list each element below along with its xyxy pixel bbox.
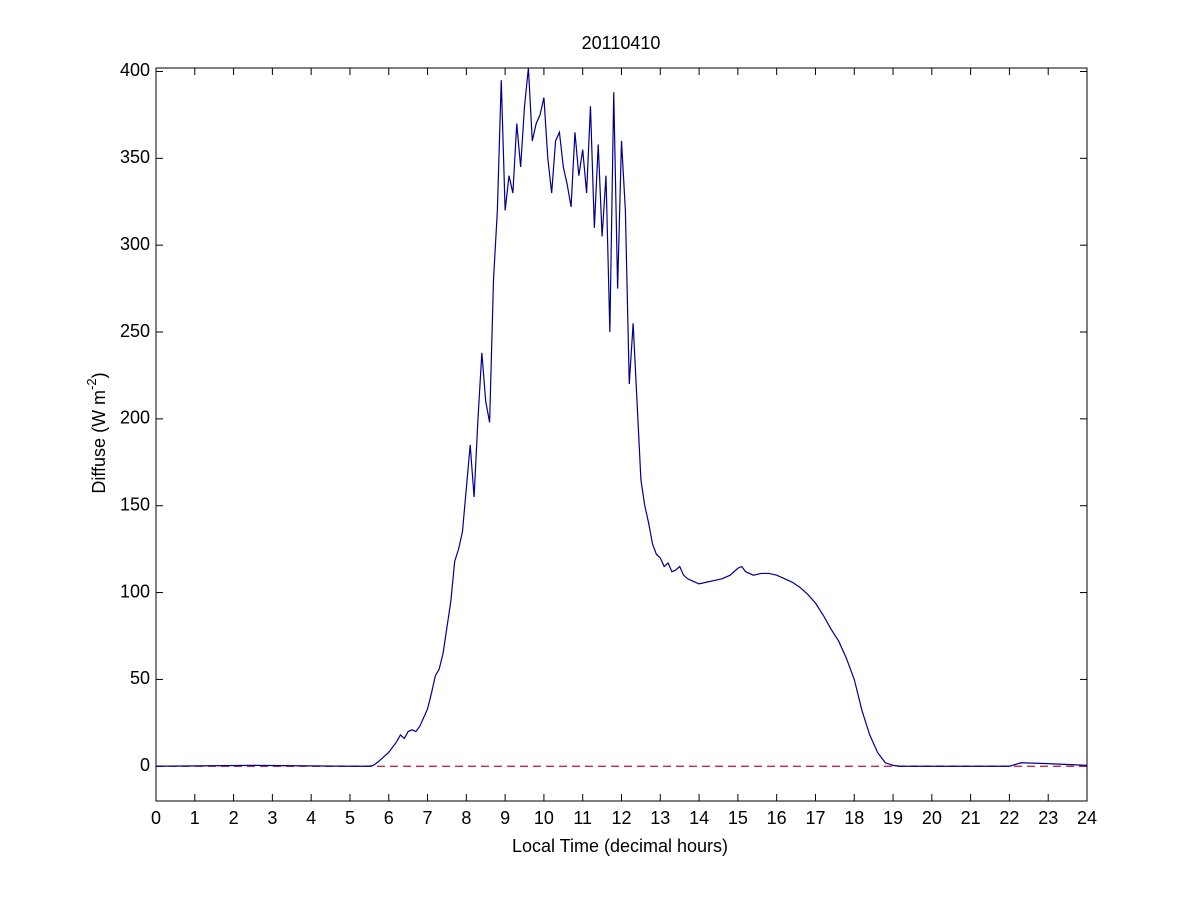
y-label-suffix: ) bbox=[89, 372, 109, 378]
x-tick-label: 5 bbox=[345, 808, 355, 828]
x-tick-label: 24 bbox=[1077, 808, 1097, 828]
y-tick-label: 0 bbox=[140, 755, 150, 775]
x-tick-label: 20 bbox=[922, 808, 942, 828]
x-tick-label: 7 bbox=[423, 808, 433, 828]
y-tick-label: 350 bbox=[120, 147, 150, 167]
x-tick-label: 1 bbox=[190, 808, 200, 828]
x-tick-label: 0 bbox=[151, 808, 161, 828]
x-tick-label: 4 bbox=[306, 808, 316, 828]
y-label-main: Diffuse (W m bbox=[89, 390, 109, 494]
plot-frame bbox=[155, 67, 1088, 802]
y-axis-label: Diffuse (W m-2) bbox=[84, 372, 108, 493]
y-tick-label: 200 bbox=[120, 408, 150, 428]
x-tick-label: 2 bbox=[229, 808, 239, 828]
x-tick-label: 9 bbox=[500, 808, 510, 828]
x-tick-label: 6 bbox=[384, 808, 394, 828]
x-tick-label: 19 bbox=[883, 808, 903, 828]
y-label-superscript: -2 bbox=[84, 378, 99, 390]
x-tick-label: 10 bbox=[534, 808, 554, 828]
y-tick-label: 50 bbox=[130, 668, 150, 688]
y-tick-label: 250 bbox=[120, 321, 150, 341]
data-line bbox=[155, 67, 1088, 767]
x-tick-label: 8 bbox=[461, 808, 471, 828]
x-tick-label: 13 bbox=[650, 808, 670, 828]
x-tick-label: 22 bbox=[999, 808, 1019, 828]
y-tick-label: 150 bbox=[120, 494, 150, 514]
x-tick-label: 15 bbox=[728, 808, 748, 828]
x-tick-label: 21 bbox=[961, 808, 981, 828]
x-axis-label: Local Time (decimal hours) bbox=[512, 836, 728, 856]
y-tick-label: 400 bbox=[120, 60, 150, 80]
y-tick-label: 100 bbox=[120, 581, 150, 601]
x-tick-label: 17 bbox=[805, 808, 825, 828]
chart-title: 20110410 bbox=[582, 33, 661, 53]
x-tick-label: 12 bbox=[611, 808, 631, 828]
x-tick-label: 3 bbox=[267, 808, 277, 828]
x-tick-label: 23 bbox=[1038, 808, 1058, 828]
y-tick-label: 300 bbox=[120, 234, 150, 254]
x-tick-label: 18 bbox=[844, 808, 864, 828]
x-tick-label: 11 bbox=[573, 808, 592, 828]
x-tick-label: 14 bbox=[689, 808, 709, 828]
x-tick-label: 16 bbox=[767, 808, 787, 828]
